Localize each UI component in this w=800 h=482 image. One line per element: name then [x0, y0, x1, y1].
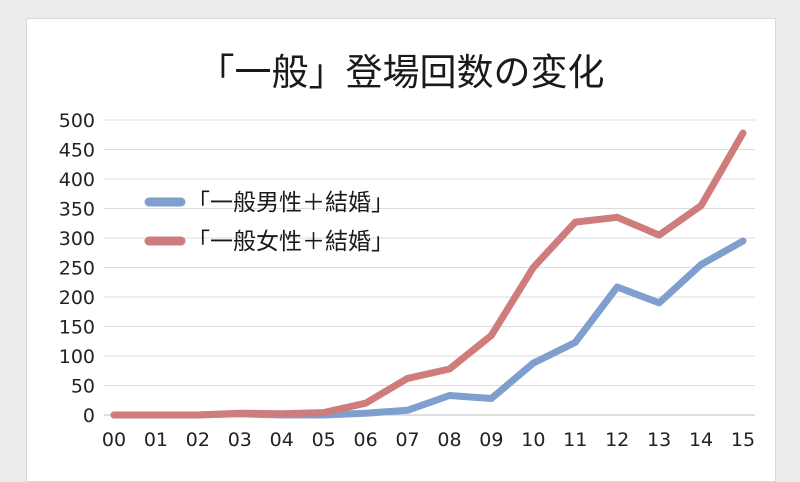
- x-tick-label: 09: [479, 429, 503, 451]
- x-axis-ticks: 00 01 02 03 04 05 06 07 08 09 10 11 12 13 14 15: [102, 429, 755, 451]
- y-tick-label: 150: [59, 317, 95, 339]
- series-lines: [110, 129, 747, 419]
- y-tick-label: 300: [59, 228, 95, 250]
- line-chart: 「一般」登場回数の変化 0501001502002503003504004505…: [59, 51, 755, 451]
- x-tick-label: 02: [186, 429, 210, 451]
- y-axis-ticks: 0 50 100 150 200 250 300 350 400 450 500: [59, 110, 95, 427]
- y-tick-label: 50: [71, 376, 95, 398]
- x-tick-label: 12: [605, 429, 629, 451]
- legend-label: 「一般男性＋結婚」: [187, 190, 394, 216]
- x-tick-label: 08: [437, 429, 461, 451]
- legend-label: 「一般女性＋結婚」: [187, 229, 394, 255]
- y-tick-label: 350: [59, 199, 95, 221]
- chart-title: 「一般」登場回数の変化: [198, 51, 605, 94]
- x-tick-label: 10: [521, 429, 545, 451]
- x-tick-label: 15: [731, 429, 755, 451]
- grid: [104, 119, 755, 416]
- x-tick-label: 14: [689, 429, 713, 451]
- series-line-women: [110, 129, 747, 419]
- x-tick-label: 13: [647, 429, 671, 451]
- y-tick-label: 250: [59, 258, 95, 280]
- y-tick-label: 450: [59, 140, 95, 162]
- chart-card: 「一般」登場回数の変化 0 50 100 150 200 250 300 350 400 450 5…: [26, 18, 776, 482]
- x-tick-label: 04: [270, 429, 294, 451]
- x-tick-label: 11: [563, 429, 587, 451]
- x-tick-label: 03: [228, 429, 252, 451]
- x-tick-label: 05: [312, 429, 336, 451]
- y-tick-label: 500: [59, 110, 95, 132]
- y-tick-label: 100: [59, 346, 95, 368]
- x-tick-label: 06: [354, 429, 378, 451]
- x-tick-label: 07: [395, 429, 419, 451]
- y-tick-label: 200: [59, 287, 95, 309]
- y-tick-label: 400: [59, 169, 95, 191]
- x-tick-label: 00: [102, 429, 126, 451]
- y-tick-label: 0: [83, 405, 95, 427]
- legend: 「一般男性＋結婚」「一般女性＋結婚」: [144, 190, 394, 255]
- x-tick-label: 01: [144, 429, 168, 451]
